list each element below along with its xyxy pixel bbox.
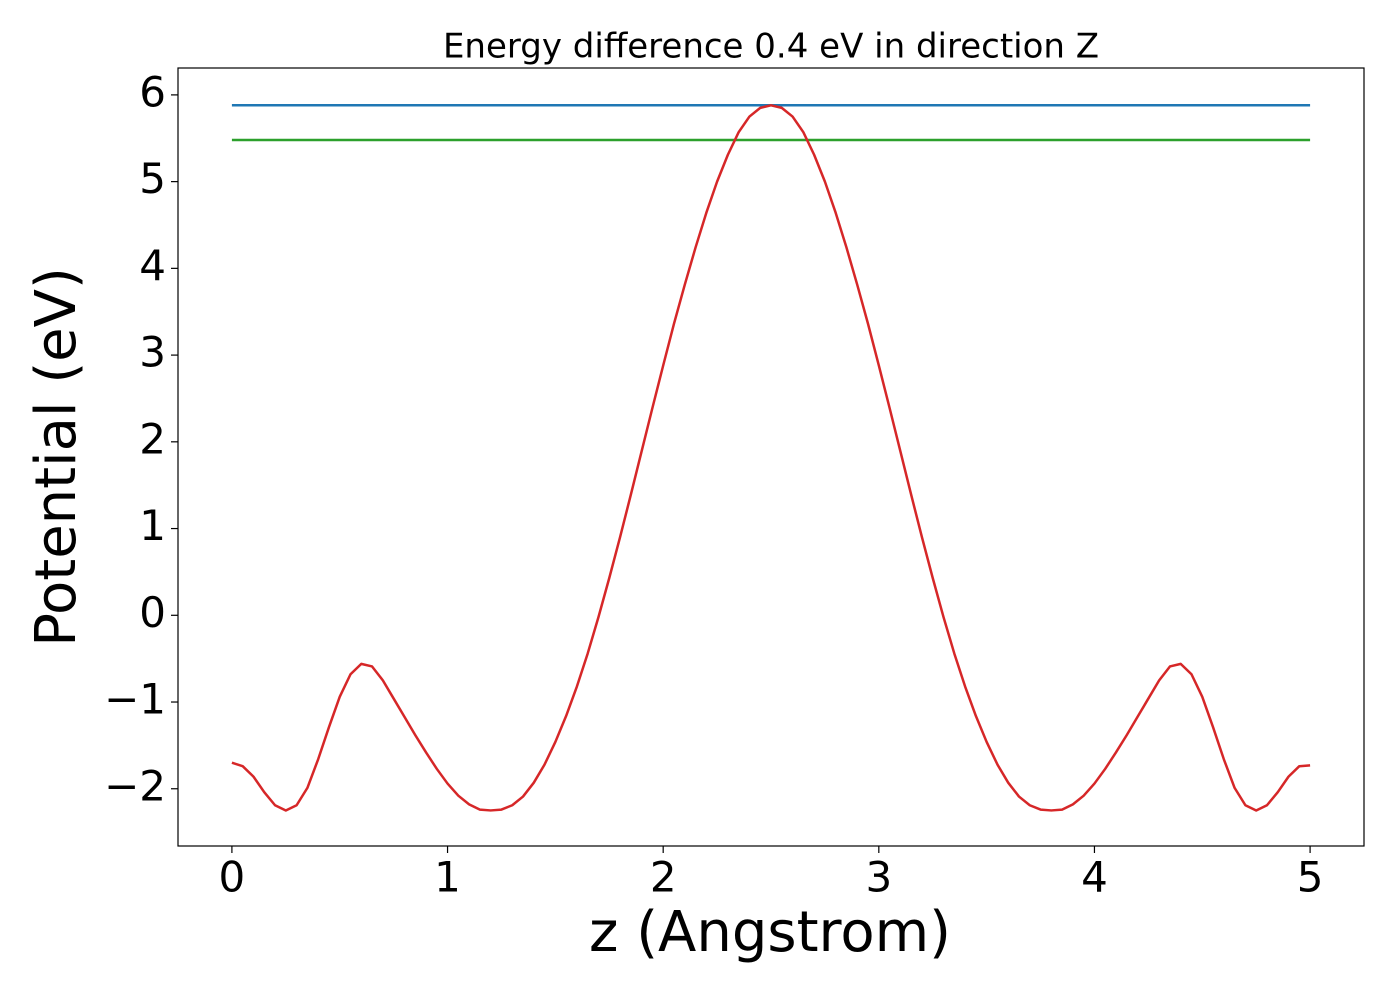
y-tick-label: 3: [139, 328, 166, 377]
x-tick-label: 4: [1081, 853, 1108, 902]
x-tick-label: 5: [1297, 853, 1324, 902]
series-line: [231, 104, 1311, 812]
y-tick-label: 6: [139, 67, 166, 116]
x-tick-label: 0: [219, 853, 246, 902]
y-tick-label: 2: [139, 414, 166, 463]
y-tick-label: 4: [139, 241, 166, 290]
y-axis-label: Potential (eV): [24, 267, 89, 647]
y-tick-label: −1: [104, 675, 166, 724]
chart-title: Energy difference 0.4 eV in direction Z: [443, 27, 1099, 67]
y-tick-label: 1: [139, 501, 166, 550]
plot-frame: [177, 67, 1365, 847]
y-tick-label: 0: [139, 588, 166, 637]
x-axis-label: z (Angstrom): [589, 900, 951, 965]
x-tick-label: 3: [865, 853, 892, 902]
x-tick-label: 1: [434, 853, 461, 902]
y-tick-label: −2: [104, 761, 166, 810]
y-tick-label: 5: [139, 154, 166, 203]
x-tick-label: 2: [650, 853, 677, 902]
